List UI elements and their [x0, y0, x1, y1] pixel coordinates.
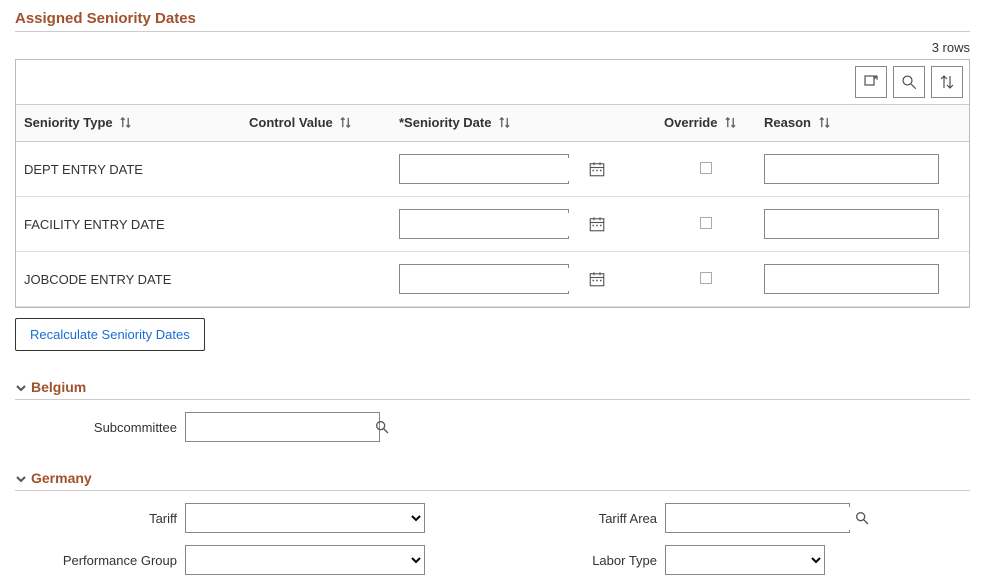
col-label: *Seniority Date — [399, 115, 491, 130]
section-title-belgium: Belgium — [31, 379, 86, 395]
seniority-date-input[interactable] — [400, 158, 588, 181]
section-title-seniority: Assigned Seniority Dates — [15, 10, 970, 32]
table-row: JOBCODE ENTRY DATE — [16, 252, 969, 307]
table-row: DEPT ENTRY DATE — [16, 142, 969, 197]
cell-control-value — [241, 142, 391, 197]
section-belgium: Belgium Subcommittee — [15, 379, 970, 442]
rows-count: 3 rows — [15, 40, 970, 55]
sort-arrows-icon — [819, 116, 830, 131]
seniority-table: Seniority Type Control Value *Seniority … — [16, 105, 969, 307]
subcommittee-input[interactable] — [186, 416, 374, 439]
recalculate-button[interactable]: Recalculate Seniority Dates — [15, 318, 205, 351]
performance-group-label: Performance Group — [15, 553, 185, 568]
cell-control-value — [241, 252, 391, 307]
col-label: Override — [664, 115, 717, 130]
seniority-grid: Seniority Type Control Value *Seniority … — [15, 59, 970, 308]
col-label: Seniority Type — [24, 115, 113, 130]
section-header-belgium[interactable]: Belgium — [15, 379, 970, 400]
override-checkbox[interactable] — [700, 217, 712, 229]
subcommittee-lookup — [185, 412, 380, 442]
seniority-date-input-wrap — [399, 264, 569, 294]
seniority-date-input[interactable] — [400, 268, 588, 291]
section-header-germany[interactable]: Germany — [15, 470, 970, 491]
calendar-icon[interactable] — [588, 215, 606, 233]
col-label: Control Value — [249, 115, 333, 130]
cell-seniority-type: DEPT ENTRY DATE — [16, 142, 241, 197]
override-checkbox[interactable] — [700, 272, 712, 284]
tariff-area-label: Tariff Area — [435, 511, 665, 526]
section-germany: Germany Tariff Tariff Area Performance G… — [15, 470, 970, 575]
sort-arrows-icon — [499, 116, 510, 131]
cell-seniority-type: FACILITY ENTRY DATE — [16, 197, 241, 252]
tariff-label: Tariff — [15, 511, 185, 526]
tariff-select[interactable] — [185, 503, 425, 533]
cell-seniority-type: JOBCODE ENTRY DATE — [16, 252, 241, 307]
col-header-seniority-type[interactable]: Seniority Type — [16, 105, 241, 142]
labor-type-select[interactable] — [665, 545, 825, 575]
search-icon[interactable] — [893, 66, 925, 98]
seniority-date-input-wrap — [399, 209, 569, 239]
tariff-area-lookup — [665, 503, 850, 533]
chevron-down-icon — [15, 381, 27, 393]
override-checkbox[interactable] — [700, 162, 712, 174]
seniority-date-input-wrap — [399, 154, 569, 184]
col-header-reason[interactable]: Reason — [756, 105, 969, 142]
labor-type-label: Labor Type — [435, 553, 665, 568]
col-label: Reason — [764, 115, 811, 130]
sort-arrows-icon — [120, 116, 131, 131]
tariff-area-input[interactable] — [666, 507, 854, 530]
lookup-icon[interactable] — [854, 510, 870, 526]
performance-group-select[interactable] — [185, 545, 425, 575]
grid-action-icon[interactable] — [855, 66, 887, 98]
table-row: FACILITY ENTRY DATE — [16, 197, 969, 252]
chevron-down-icon — [15, 472, 27, 484]
reason-input[interactable] — [764, 154, 939, 184]
sort-arrows-icon — [340, 116, 351, 131]
calendar-icon[interactable] — [588, 160, 606, 178]
col-header-control-value[interactable]: Control Value — [241, 105, 391, 142]
reason-input[interactable] — [764, 209, 939, 239]
reason-input[interactable] — [764, 264, 939, 294]
lookup-icon[interactable] — [374, 419, 390, 435]
col-header-seniority-date[interactable]: *Seniority Date — [391, 105, 656, 142]
calendar-icon[interactable] — [588, 270, 606, 288]
sort-icon[interactable] — [931, 66, 963, 98]
cell-control-value — [241, 197, 391, 252]
grid-toolbar — [16, 60, 969, 105]
section-title-germany: Germany — [31, 470, 92, 486]
seniority-date-input[interactable] — [400, 213, 588, 236]
subcommittee-label: Subcommittee — [15, 420, 185, 435]
sort-arrows-icon — [725, 116, 736, 131]
col-header-override[interactable]: Override — [656, 105, 756, 142]
